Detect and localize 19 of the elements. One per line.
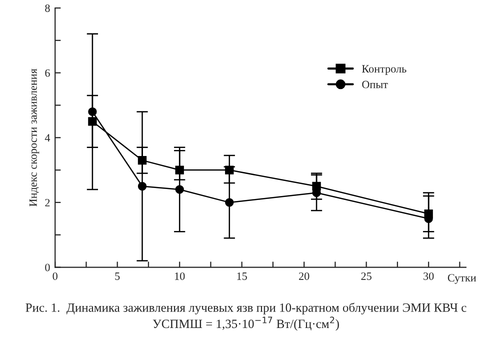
y-tick-label: 8: [45, 4, 50, 12]
x-axis-title: Сутки: [448, 274, 476, 284]
x-tick-label: 10: [175, 272, 185, 280]
y-tick-label: 2: [45, 198, 50, 206]
x-tick-label: 0: [52, 272, 58, 280]
y-tick-label: 6: [45, 69, 50, 77]
y-tick-label: 0: [45, 264, 50, 272]
point: [88, 117, 97, 126]
y-tick-label: 4: [44, 134, 50, 142]
legend-label: Контроль: [362, 65, 406, 75]
x-tick-label: 20: [299, 272, 310, 280]
text: Рис. 1. Динамика заживления лучевых язв при 10-кратном облучении ЭМИ КВЧ с УСПМШ = 1,35·10$^{−17}$ Вт/(Гц·см$^{2}$): [26, 302, 466, 331]
x-tick-label: 25: [361, 272, 372, 280]
point: [175, 166, 184, 174]
x-tick-label: 5: [115, 272, 120, 280]
legend-label: Опыт: [362, 80, 388, 88]
x-tick-label: 30: [424, 272, 434, 280]
y-axis-title: Индекс скорости заживления: [29, 68, 40, 206]
x-tick-label: 15: [237, 272, 247, 280]
